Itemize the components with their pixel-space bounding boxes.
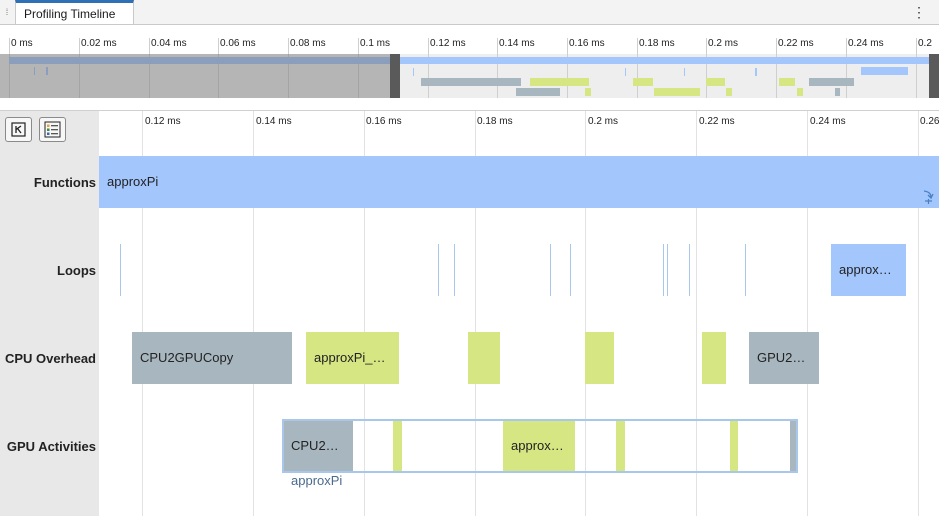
cpu-bar-approxpi-kernel[interactable]: approxPi_… xyxy=(306,332,399,384)
loop-mark[interactable] xyxy=(745,244,746,296)
overview-gpu-kernel-bar xyxy=(797,88,803,96)
loop-mark[interactable] xyxy=(438,244,439,296)
overview-tick: 0.18 ms xyxy=(639,38,675,49)
timeline-tick: 0.12 ms xyxy=(145,116,181,127)
expand-icon[interactable] xyxy=(921,189,935,205)
overview-cpu-kernel-bar xyxy=(633,78,653,86)
loop-mark[interactable] xyxy=(550,244,551,296)
gpu-bar-kernel[interactable] xyxy=(616,420,625,472)
overview-tick: 0.2 xyxy=(918,38,932,49)
overview-tick: 0.2 ms xyxy=(708,38,739,49)
overview-unselected-region[interactable] xyxy=(0,54,392,98)
lane-label-loops: Loops xyxy=(57,263,96,278)
overview-loop-bar xyxy=(861,67,908,75)
tab-profiling-timeline[interactable]: Profiling Timeline xyxy=(15,0,134,24)
cpu-bar-kernel[interactable] xyxy=(702,332,726,384)
gpu-bar-approx[interactable]: approx… xyxy=(503,420,575,472)
timeline-tick: 0.24 ms xyxy=(810,116,846,127)
loop-bar-label: approx… xyxy=(839,262,892,277)
timeline-tick: 0.16 ms xyxy=(366,116,402,127)
loop-mark[interactable] xyxy=(454,244,455,296)
overview-cpu-copy-bar xyxy=(809,78,854,86)
overview-cpu-kernel-bar xyxy=(706,78,725,86)
overview-cpu-kernel-bar xyxy=(779,78,795,86)
grip-icon[interactable]: ⁞ xyxy=(5,7,9,17)
overview-tick: 0 ms xyxy=(11,38,33,49)
gpu-bar-kernel[interactable] xyxy=(393,420,402,472)
timeline-tick: 0.2 ms xyxy=(588,116,619,127)
gpu-bar-copy[interactable] xyxy=(790,420,797,472)
cpu-bar-cpu2gpucopy[interactable]: CPU2GPUCopy xyxy=(132,332,292,384)
overview-loop-mark xyxy=(34,67,35,75)
gpu-bar-kernel[interactable] xyxy=(730,420,738,472)
overview-tick: 0.08 ms xyxy=(290,38,326,49)
function-bar-approxpi[interactable]: approxPi xyxy=(99,156,939,208)
overview-tick: 0.02 ms xyxy=(81,38,117,49)
loop-mark[interactable] xyxy=(570,244,571,296)
tab-title: Profiling Timeline xyxy=(24,7,116,21)
cpu-bar-label: approxPi_… xyxy=(314,350,386,365)
lane-label-column: Functions Loops CPU Overhead GPU Activit… xyxy=(0,111,99,516)
overview-loop-mark xyxy=(684,68,685,76)
cpu-bar-gpu2cpu[interactable]: GPU2… xyxy=(749,332,819,384)
overview-loop-mark xyxy=(625,68,626,76)
lane-label-functions: Functions xyxy=(33,175,96,190)
overview-tick: 0.24 ms xyxy=(848,38,884,49)
overview-loop-mark xyxy=(46,67,48,75)
timeline-tick: 0.26 xyxy=(920,116,939,127)
overview-tick: 0.22 ms xyxy=(778,38,814,49)
cpu-bar-label: CPU2GPUCopy xyxy=(140,350,234,365)
divider xyxy=(0,110,939,111)
overview-tick: 0.1 ms xyxy=(360,38,391,49)
cpu-bar-kernel[interactable] xyxy=(468,332,500,384)
gpu-group-label: approxPi xyxy=(291,473,343,488)
legend-icon[interactable] xyxy=(39,117,66,142)
cpu-bar-label: GPU2… xyxy=(757,350,806,365)
overview-tick: 0.16 ms xyxy=(569,38,605,49)
more-options-icon[interactable]: ⋮ xyxy=(912,4,926,20)
tab-bar xyxy=(0,0,939,25)
timeline-tick: 0.22 ms xyxy=(699,116,735,127)
timeline-tick: 0.14 ms xyxy=(256,116,292,127)
lane-label-gpu-activities: GPU Activities xyxy=(6,439,96,454)
overview-gpu-kernel-bar xyxy=(585,88,591,96)
overview-cpu-copy-bar xyxy=(421,78,521,86)
function-bar-label: approxPi xyxy=(107,174,159,189)
lane-label-cpu-overhead: CPU Overhead xyxy=(4,351,96,366)
keyboard-shortcuts-icon[interactable] xyxy=(5,117,32,142)
overview-range-handle-left[interactable] xyxy=(390,54,400,98)
gpu-bar-cpu2gpu[interactable]: CPU2… xyxy=(283,420,353,472)
loop-mark[interactable] xyxy=(663,244,664,296)
loop-mark[interactable] xyxy=(689,244,690,296)
overview-gpu-copy-bar xyxy=(835,88,840,96)
overview-cpu-kernel-bar xyxy=(530,78,589,86)
cpu-bar-kernel[interactable] xyxy=(585,332,614,384)
overview-gpu-copy-bar xyxy=(516,88,560,96)
overview-range-handle-right[interactable] xyxy=(929,54,939,98)
overview-timeline[interactable]: 0 ms 0.02 ms 0.04 ms 0.06 ms 0.08 ms 0.1… xyxy=(0,32,939,102)
overview-loop-mark xyxy=(413,68,414,76)
overview-tick: 0.14 ms xyxy=(499,38,535,49)
overview-function-bar xyxy=(9,57,939,64)
gpu-group-outline[interactable] xyxy=(282,419,798,473)
timeline-tick: 0.18 ms xyxy=(477,116,513,127)
overview-gpu-kernel-bar xyxy=(726,88,732,96)
overview-loop-mark xyxy=(755,68,757,76)
timeline-view[interactable]: 0.12 ms 0.14 ms 0.16 ms 0.18 ms 0.2 ms 0… xyxy=(99,111,939,516)
overview-tick: 0.12 ms xyxy=(430,38,466,49)
loop-bar-approx[interactable]: approx… xyxy=(831,244,906,296)
overview-tick: 0.06 ms xyxy=(220,38,256,49)
loop-mark[interactable] xyxy=(667,244,668,296)
overview-tick: 0.04 ms xyxy=(151,38,187,49)
loop-mark[interactable] xyxy=(120,244,121,296)
overview-gpu-kernel-bar xyxy=(654,88,700,96)
